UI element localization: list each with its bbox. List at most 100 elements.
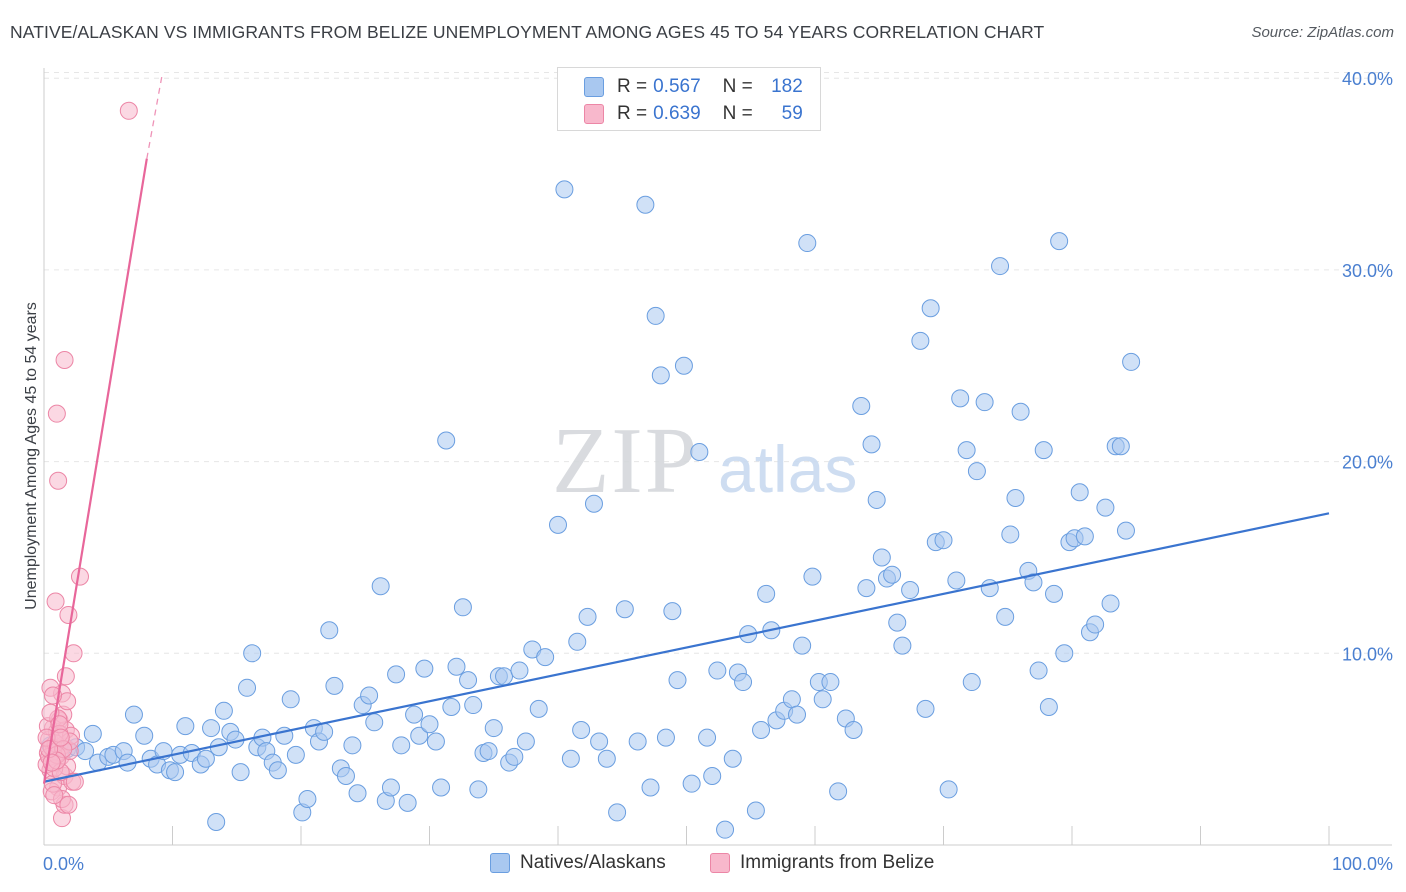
natives-point xyxy=(646,306,665,325)
natives-point xyxy=(1075,527,1094,546)
series-legend-swatch-natives xyxy=(490,853,510,873)
natives-point xyxy=(392,736,411,755)
natives-point xyxy=(757,584,776,603)
natives-point xyxy=(1070,483,1089,502)
natives-point xyxy=(967,462,986,481)
natives-point xyxy=(867,490,886,509)
natives-point xyxy=(124,705,143,724)
natives-point xyxy=(410,726,429,745)
natives-point xyxy=(371,577,390,596)
legend-n-value-natives: 182 xyxy=(771,76,803,97)
natives-point xyxy=(572,720,591,739)
natives-point xyxy=(315,722,334,741)
natives-point xyxy=(862,435,881,454)
natives-point xyxy=(442,697,461,716)
legend-n-value-belize: 59 xyxy=(781,103,803,124)
natives-point xyxy=(1096,498,1115,517)
series-legend-label-natives: Natives/Alaskans xyxy=(520,852,666,873)
natives-point xyxy=(286,745,305,764)
natives-point xyxy=(746,801,765,820)
natives-point xyxy=(628,732,647,751)
natives-point xyxy=(883,565,902,584)
natives-point xyxy=(343,736,362,755)
natives-point xyxy=(432,778,451,797)
natives-point xyxy=(202,719,221,738)
belize-point xyxy=(65,772,84,791)
belize-point xyxy=(55,350,74,369)
natives-point xyxy=(243,644,262,663)
natives-point xyxy=(196,749,215,768)
natives-point xyxy=(857,579,876,598)
y-axis-label: Unemployment Among Ages 45 to 54 years xyxy=(23,302,40,610)
natives-point xyxy=(459,671,478,690)
natives-point xyxy=(1024,573,1043,592)
natives-point xyxy=(916,699,935,718)
natives-point xyxy=(1101,594,1120,613)
natives-point xyxy=(281,690,300,709)
legend-n-label: N = xyxy=(722,76,753,97)
natives-point xyxy=(893,636,912,655)
legend-n-label: N = xyxy=(722,103,753,124)
natives-point xyxy=(584,494,603,513)
natives-point xyxy=(360,686,379,705)
natives-point xyxy=(608,803,627,822)
series-legend-belize[interactable]: Immigrants from Belize xyxy=(710,852,934,874)
natives-point xyxy=(268,761,287,780)
natives-point xyxy=(365,713,384,732)
natives-point xyxy=(529,699,548,718)
belize-point xyxy=(46,592,65,611)
natives-point xyxy=(1055,644,1074,663)
natives-point xyxy=(752,720,771,739)
source-label: Source: ZipAtlas.com xyxy=(1251,24,1394,41)
natives-point xyxy=(962,673,981,692)
legend-r-value-belize: 0.639 xyxy=(653,103,701,124)
y-tick-label: 40.0% xyxy=(1342,69,1393,89)
natives-point xyxy=(703,766,722,785)
natives-point xyxy=(484,719,503,738)
natives-point xyxy=(1086,615,1105,634)
natives-point xyxy=(1006,489,1025,508)
natives-point xyxy=(615,600,634,619)
belize-point xyxy=(47,404,66,423)
natives-point xyxy=(939,780,958,799)
natives-points xyxy=(41,180,1141,839)
natives-point xyxy=(597,749,616,768)
belize-point xyxy=(59,795,78,814)
correlation-legend: R = 0.567 N = 182 R = 0.639 N = 59 xyxy=(557,67,821,131)
natives-point xyxy=(1045,584,1064,603)
natives-point xyxy=(888,613,907,632)
natives-point xyxy=(674,356,693,375)
natives-point xyxy=(734,673,753,692)
legend-row-natives: R = 0.567 N = 182 xyxy=(584,74,803,100)
natives-point xyxy=(651,366,670,385)
chart-title: NATIVE/ALASKAN VS IMMIGRANTS FROM BELIZE… xyxy=(10,22,1045,42)
natives-point xyxy=(663,602,682,621)
natives-point xyxy=(561,749,580,768)
natives-point xyxy=(708,661,727,680)
series-legend-natives[interactable]: Natives/Alaskans xyxy=(490,852,666,874)
natives-point xyxy=(716,820,735,839)
watermark-atlas: atlas xyxy=(718,432,857,506)
natives-point xyxy=(996,607,1015,626)
natives-point xyxy=(447,657,466,676)
natives-point xyxy=(690,443,709,462)
natives-point xyxy=(405,705,424,724)
natives-point xyxy=(803,567,822,586)
natives-point xyxy=(437,431,456,450)
natives-point xyxy=(135,726,154,745)
natives-point xyxy=(510,661,529,680)
y-tick-label: 20.0% xyxy=(1342,453,1393,473)
natives-point xyxy=(975,393,994,412)
natives-point xyxy=(921,299,940,318)
y-tick-labels: 10.0% 20.0% 30.0% 40.0% xyxy=(1342,69,1393,664)
natives-point xyxy=(793,636,812,655)
natives-point xyxy=(336,766,355,785)
belize-point xyxy=(64,644,83,663)
natives-point xyxy=(1011,402,1030,421)
natives-point xyxy=(723,749,742,768)
natives-point xyxy=(415,659,434,678)
natives-point xyxy=(951,389,970,408)
natives-point xyxy=(798,234,817,253)
natives-point xyxy=(578,607,597,626)
